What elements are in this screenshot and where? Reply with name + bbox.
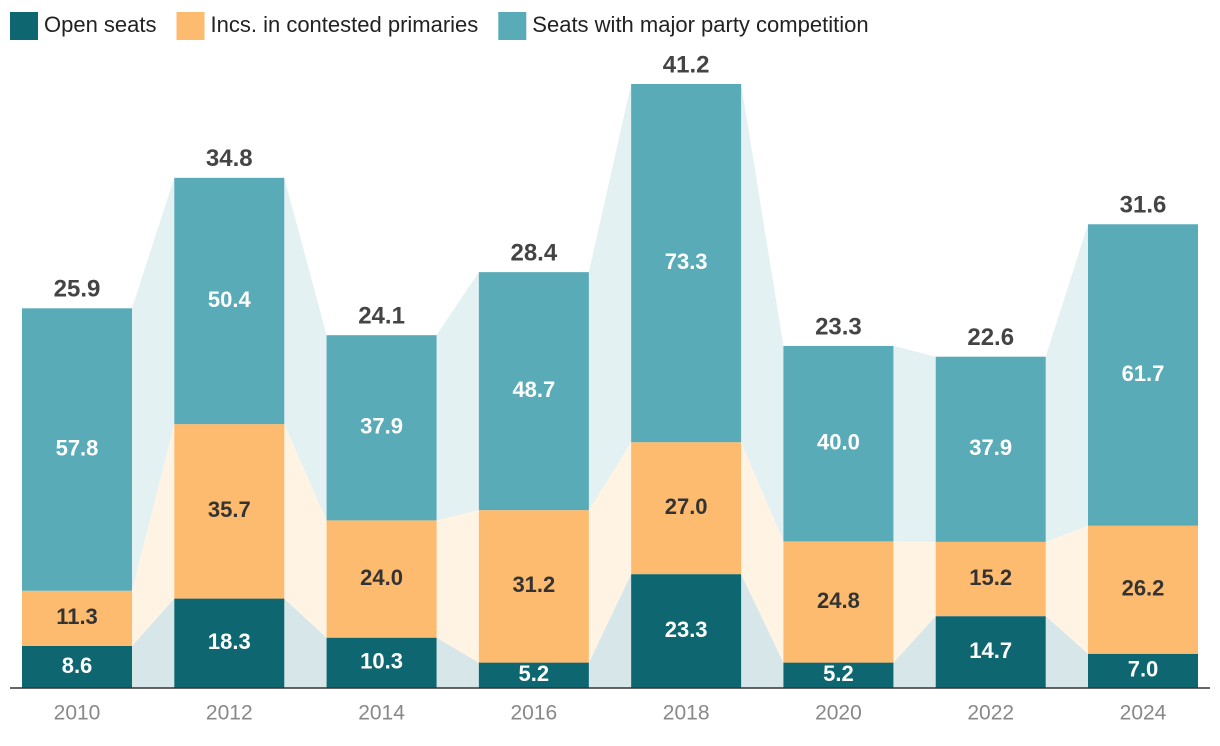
segment-label: 50.4 (208, 287, 252, 312)
bar-segment (22, 590, 132, 646)
legend-label: Seats with major party competition (532, 12, 868, 37)
connector (588, 574, 632, 688)
segment-label: 11.3 (56, 604, 98, 629)
segment-label: 57.8 (56, 435, 99, 460)
segment-label: 61.7 (1122, 361, 1165, 386)
bar-segment (631, 442, 742, 575)
bar-segment (478, 510, 589, 663)
segment-label: 5.2 (823, 661, 854, 686)
legend-swatch (10, 12, 38, 40)
bar-segment (326, 335, 437, 521)
bar-segment (935, 541, 1046, 617)
segment-label: 14.7 (969, 638, 1012, 663)
connector (132, 424, 175, 646)
x-tick-label: 2010 (54, 702, 101, 725)
connector (741, 574, 784, 688)
connector (436, 272, 479, 521)
connector (588, 84, 632, 511)
segment-label: 27.0 (665, 494, 708, 519)
connector (893, 616, 936, 688)
segment-label: 40.0 (817, 429, 860, 454)
bar-segment (935, 356, 1046, 542)
total-label: 31.6 (1120, 192, 1167, 219)
segment-label: 37.9 (360, 414, 403, 439)
segment-label: 5.2 (519, 661, 550, 686)
bar-segment (783, 345, 894, 542)
total-label: 41.2 (663, 51, 710, 78)
x-tick-label: 2024 (1120, 702, 1167, 725)
total-label: 28.4 (510, 239, 557, 266)
bar-segment (174, 177, 285, 425)
legend-swatch (498, 12, 527, 40)
bar-segment (22, 645, 132, 688)
connector (1045, 525, 1088, 654)
segment-label: 8.6 (62, 653, 93, 678)
bar-segment (326, 637, 437, 688)
total-label: 25.9 (54, 276, 101, 303)
bar-segment (631, 574, 742, 688)
bar-segment (783, 541, 894, 663)
legend-label: Open seats (44, 12, 157, 37)
connector (436, 510, 479, 663)
x-tick-label: 2016 (510, 702, 557, 725)
connectors (132, 84, 1088, 688)
segment-label: 15.2 (969, 565, 1012, 590)
x-tick-label: 2020 (815, 702, 862, 725)
segment-label: 35.7 (208, 497, 251, 522)
legend-label: Incs. in contested primaries (211, 12, 479, 37)
x-tick-label: 2022 (967, 702, 1014, 725)
segment-label: 26.2 (1122, 576, 1165, 601)
total-label: 23.3 (815, 313, 862, 340)
bar-segment (174, 424, 285, 599)
bar-segment (326, 520, 437, 638)
bar-segment (1088, 653, 1198, 688)
segment-label: 10.3 (360, 649, 403, 674)
connector (132, 598, 175, 688)
segment-label: 73.3 (665, 249, 708, 274)
segment-label: 23.3 (665, 617, 708, 642)
connector (1045, 224, 1088, 542)
total-label: 34.8 (206, 145, 253, 172)
total-label: 22.6 (967, 324, 1014, 351)
bar-segment (1088, 525, 1198, 654)
connector (741, 442, 784, 663)
bar-segment (478, 272, 589, 511)
connector (893, 345, 936, 542)
segment-label: 7.0 (1128, 657, 1159, 682)
segment-label: 48.7 (512, 377, 555, 402)
legend-swatch (176, 12, 205, 40)
segment-label: 37.9 (969, 435, 1012, 460)
x-tick-label: 2018 (663, 702, 710, 725)
segment-label: 24.0 (360, 565, 403, 590)
bar-segment (1088, 224, 1198, 526)
total-label: 24.1 (358, 303, 405, 330)
bar-segment (631, 84, 742, 443)
bar-segment (174, 598, 285, 688)
connector (284, 424, 327, 638)
x-tick-label: 2012 (206, 702, 253, 725)
segment-label: 31.2 (512, 572, 555, 597)
bar-segment (478, 662, 589, 688)
connector (588, 442, 632, 663)
segment-label: 18.3 (208, 629, 251, 654)
bar-segment (935, 616, 1046, 688)
bar-segment (22, 308, 132, 591)
connector (1045, 616, 1088, 688)
connector (893, 541, 936, 663)
connector (436, 637, 479, 688)
bar-segment (783, 662, 894, 688)
connector (132, 177, 175, 591)
segment-label: 24.8 (817, 588, 860, 613)
connector (284, 177, 327, 521)
x-tick-label: 2014 (358, 702, 405, 725)
connector (741, 84, 784, 542)
connector (284, 598, 327, 688)
